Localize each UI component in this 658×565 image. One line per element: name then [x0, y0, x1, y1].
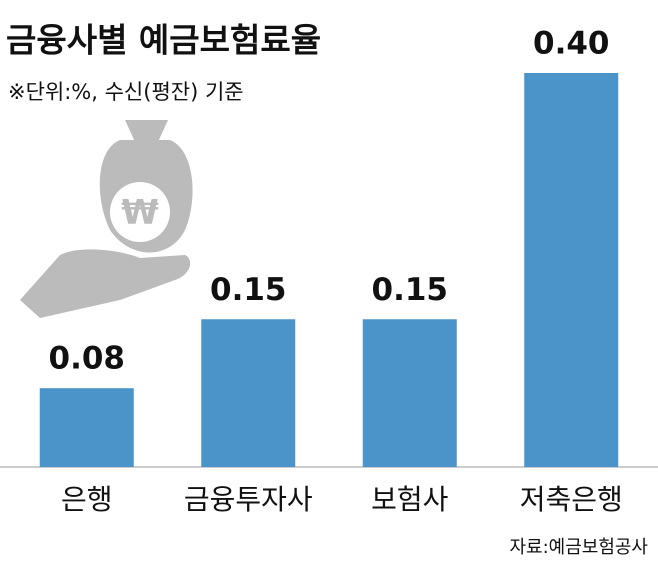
chart-title: 금융사별 예금보험료율 [6, 21, 321, 60]
x-tick-label: 금융투자사 [184, 483, 313, 516]
money-bag-icon: ₩ [20, 120, 193, 318]
bar [362, 319, 457, 467]
value-label: 0.15 [210, 272, 287, 308]
x-tick-label: 은행 [61, 483, 113, 516]
bar [524, 73, 619, 467]
svg-text:₩: ₩ [121, 193, 159, 233]
value-label: 0.08 [49, 341, 126, 377]
x-tick-label: 저축은행 [520, 483, 623, 516]
bar [39, 388, 134, 467]
source: 자료:예금보험공사 [509, 537, 648, 558]
x-tick-label: 보험사 [371, 483, 448, 516]
value-label: 0.15 [372, 272, 449, 308]
chart-subtitle: ※단위:%, 수신(평잔) 기준 [8, 80, 244, 104]
bar [201, 319, 296, 467]
value-label: 0.40 [533, 26, 610, 62]
